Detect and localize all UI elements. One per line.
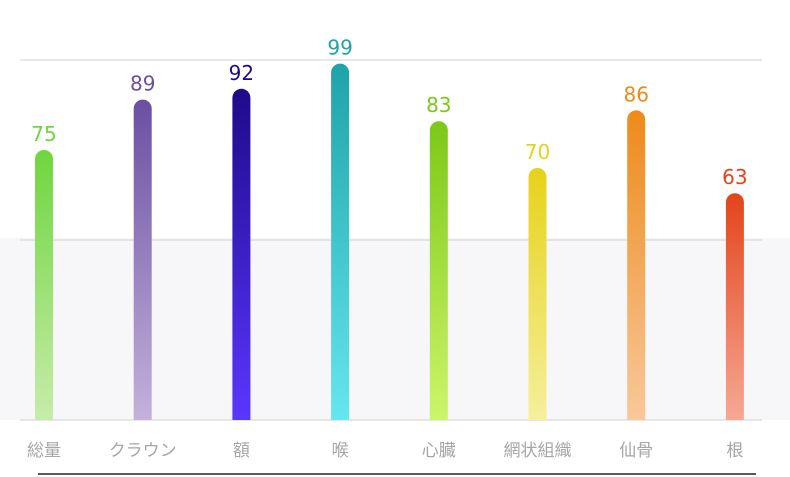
category-label: 網状組織: [504, 441, 572, 461]
bar: [331, 63, 350, 420]
bar: [528, 168, 547, 420]
category-label: 総量: [27, 441, 61, 461]
value-label: 92: [229, 61, 254, 85]
value-label: 83: [426, 93, 451, 117]
value-label: 89: [130, 72, 155, 96]
category-label: 根: [726, 441, 743, 461]
category-label: 喉: [332, 441, 349, 461]
category-label: クラウン: [109, 441, 177, 461]
plot-background: [0, 238, 790, 420]
category-label: 心臓: [422, 441, 456, 461]
value-label: 63: [722, 165, 747, 189]
value-label: 75: [31, 122, 56, 146]
bar: [725, 193, 744, 420]
bar: [627, 110, 646, 420]
value-label: 70: [525, 140, 550, 164]
value-label: 86: [623, 82, 648, 106]
bar: [232, 88, 251, 421]
category-label: 仙骨: [619, 441, 653, 461]
bar: [429, 121, 448, 420]
category-labels: 総量 クラウン 額 喉 心臓 網状組織 仙骨 根: [27, 441, 743, 461]
bar: [35, 150, 53, 420]
bars: [35, 63, 744, 421]
bar: [133, 99, 152, 420]
value-labels: 75 89 92 99 83 70 86 63: [31, 36, 747, 190]
category-label: 額: [233, 441, 250, 461]
value-label: 99: [327, 36, 352, 60]
